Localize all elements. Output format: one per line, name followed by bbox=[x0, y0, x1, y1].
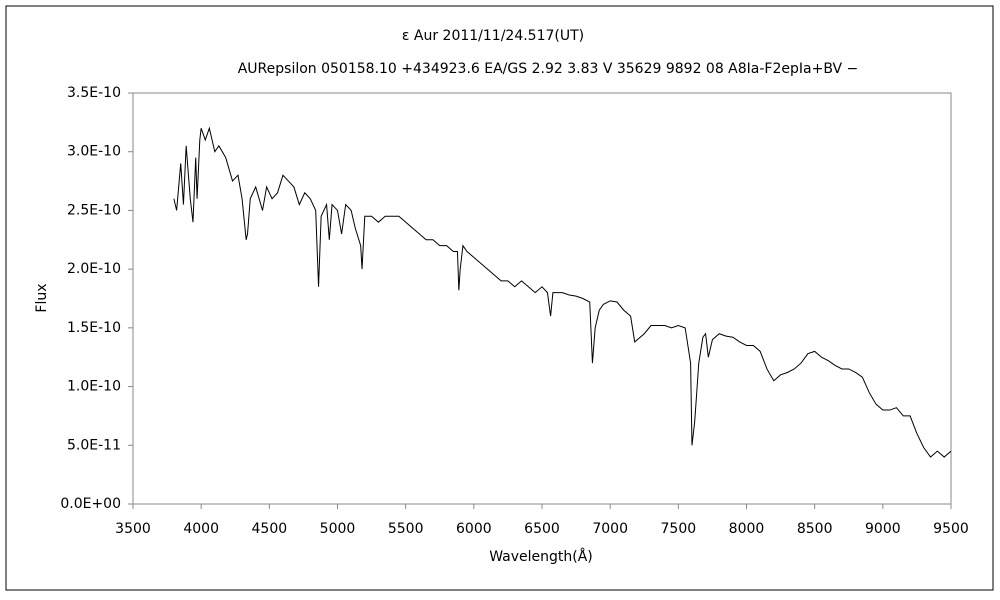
x-tick-label: 5500 bbox=[388, 521, 424, 537]
x-tick-label: 6000 bbox=[456, 521, 492, 537]
x-tick-label: 3500 bbox=[115, 521, 151, 537]
y-tick-label: 2.0E-10 bbox=[67, 261, 121, 277]
y-tick-label: 1.0E-10 bbox=[67, 379, 121, 395]
x-tick-label: 8000 bbox=[729, 521, 765, 537]
x-tick-label: 4000 bbox=[183, 521, 219, 537]
y-tick-label: 3.0E-10 bbox=[67, 144, 121, 160]
x-tick-label: 9000 bbox=[865, 521, 901, 537]
y-axis-label: Flux bbox=[34, 283, 50, 312]
x-tick-label: 8500 bbox=[797, 521, 833, 537]
x-tick-label: 5000 bbox=[320, 521, 356, 537]
y-tick-label: 2.5E-10 bbox=[67, 202, 121, 218]
x-tick-label: 4500 bbox=[252, 521, 288, 537]
x-tick-label: 7000 bbox=[592, 521, 628, 537]
x-axis-label: Wavelength(Å) bbox=[489, 548, 593, 565]
chart-title: ε Aur 2011/11/24.517(UT) bbox=[402, 28, 584, 44]
y-tick-label: 0.0E+00 bbox=[60, 496, 121, 512]
y-tick-label: 5.0E-11 bbox=[67, 437, 121, 453]
x-tick-label: 7500 bbox=[661, 521, 697, 537]
x-tick-label: 9500 bbox=[933, 521, 969, 537]
y-tick-label: 3.5E-10 bbox=[67, 85, 121, 101]
x-tick-label: 6500 bbox=[524, 521, 560, 537]
spectrum-line bbox=[173, 126, 952, 458]
chart-subtitle: AURepsilon 050158.10 +434923.6 EA/GS 2.9… bbox=[238, 61, 859, 77]
y-tick-label: 1.5E-10 bbox=[67, 320, 121, 336]
chart-border bbox=[5, 5, 994, 591]
